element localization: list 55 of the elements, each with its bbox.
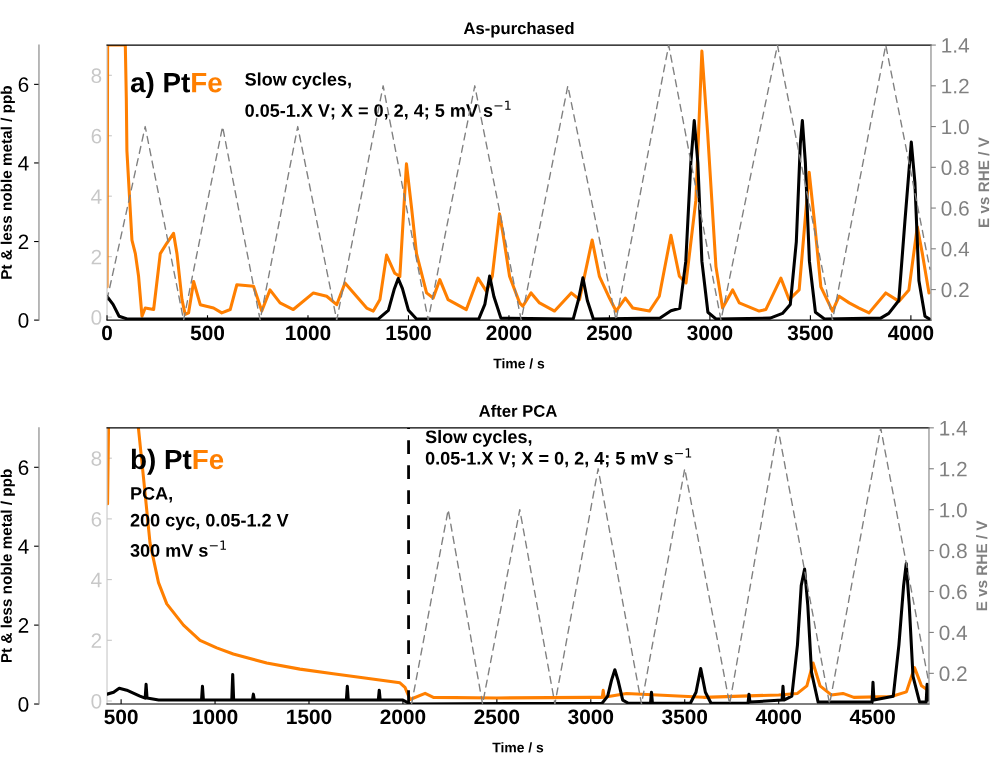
annotation: Fe <box>192 73 222 93</box>
y2-tick-label: 0.4 <box>941 241 970 257</box>
y2-tick-label: 1.2 <box>940 461 967 477</box>
x-tick-label: 4000 <box>888 325 934 341</box>
y2-tick-label: 1.2 <box>942 78 969 94</box>
y-axis-title: Pt & less noble metal / ppb <box>0 86 15 279</box>
annotation: Fe <box>193 449 224 470</box>
x-axis-title: Time / s <box>493 358 545 369</box>
x-tick-label: 2000 <box>486 325 532 341</box>
x-tick-label: 1500 <box>287 709 332 725</box>
x-tick-label: 0 <box>102 325 112 341</box>
x-tick-label: 3000 <box>687 325 733 341</box>
y2-axis-title: E vs RHE / V <box>975 520 988 611</box>
x-tick-label: 500 <box>190 325 225 341</box>
x-tick-label: 500 <box>104 709 138 725</box>
y2-tick-label: 1.4 <box>942 38 970 53</box>
x-tick-label: 4000 <box>755 709 801 725</box>
annotation: 0.05-1.X V; X = 0, 2, 4; 5 mV s$^{−1}$ <box>245 100 511 120</box>
y-axis-title: Pt & less noble metal / ppb <box>0 469 15 663</box>
x-tick-label: 2500 <box>586 325 632 341</box>
y2-tick-label: 0.8 <box>941 160 969 176</box>
annotation: Slow cycles, <box>425 429 532 447</box>
y-tick-label: 0 <box>18 697 29 712</box>
y-tick-label: 6 <box>18 460 29 476</box>
annotation: a) Pt <box>130 72 190 98</box>
y-tick-label: 4 <box>18 156 29 171</box>
y2-tick-label: 0.6 <box>941 201 969 216</box>
y-tick-label: 2 <box>18 618 29 633</box>
y2-tick-label: 0.2 <box>939 666 967 682</box>
x-tick-label: 3500 <box>787 325 833 341</box>
chart-title: As-purchased <box>463 21 574 38</box>
y2-tick-label: 0.8 <box>939 543 967 559</box>
y2-tick-label: 1.0 <box>940 502 967 518</box>
x-axis-title: Time / s <box>492 742 544 753</box>
y-tick-label: 4 <box>18 539 29 554</box>
y2-tick-label: 1.4 <box>940 421 968 436</box>
annotation: 0.05-1.X V; X = 0, 2, 4; 5 mV s$^{−1}$ <box>425 448 692 468</box>
x-tick-label: 1000 <box>193 709 238 725</box>
x-tick-label: 1000 <box>286 325 331 341</box>
y-tick-label: 2 <box>18 234 29 250</box>
y2-axis-title: E vs RHE / V <box>978 137 990 227</box>
x-tick-label: 4500 <box>849 709 895 725</box>
y-tick-label: 0 <box>18 313 29 328</box>
y2-tick-label: 1.0 <box>942 119 969 135</box>
y-tick-label: 6 <box>18 77 29 93</box>
x-tick-label: 3500 <box>662 709 708 725</box>
x-tick-label: 2000 <box>380 709 426 725</box>
x-tick-label: 1500 <box>386 325 431 341</box>
x-tick-label: 3000 <box>568 709 614 725</box>
x-tick-label: 2500 <box>474 709 520 725</box>
y2-tick-label: 0.4 <box>939 625 968 641</box>
annotation: Slow cycles, <box>245 72 351 90</box>
y2-tick-label: 0.6 <box>939 584 967 600</box>
y2-tick-label: 0.2 <box>941 282 969 298</box>
chart-title: After PCA <box>479 404 557 417</box>
